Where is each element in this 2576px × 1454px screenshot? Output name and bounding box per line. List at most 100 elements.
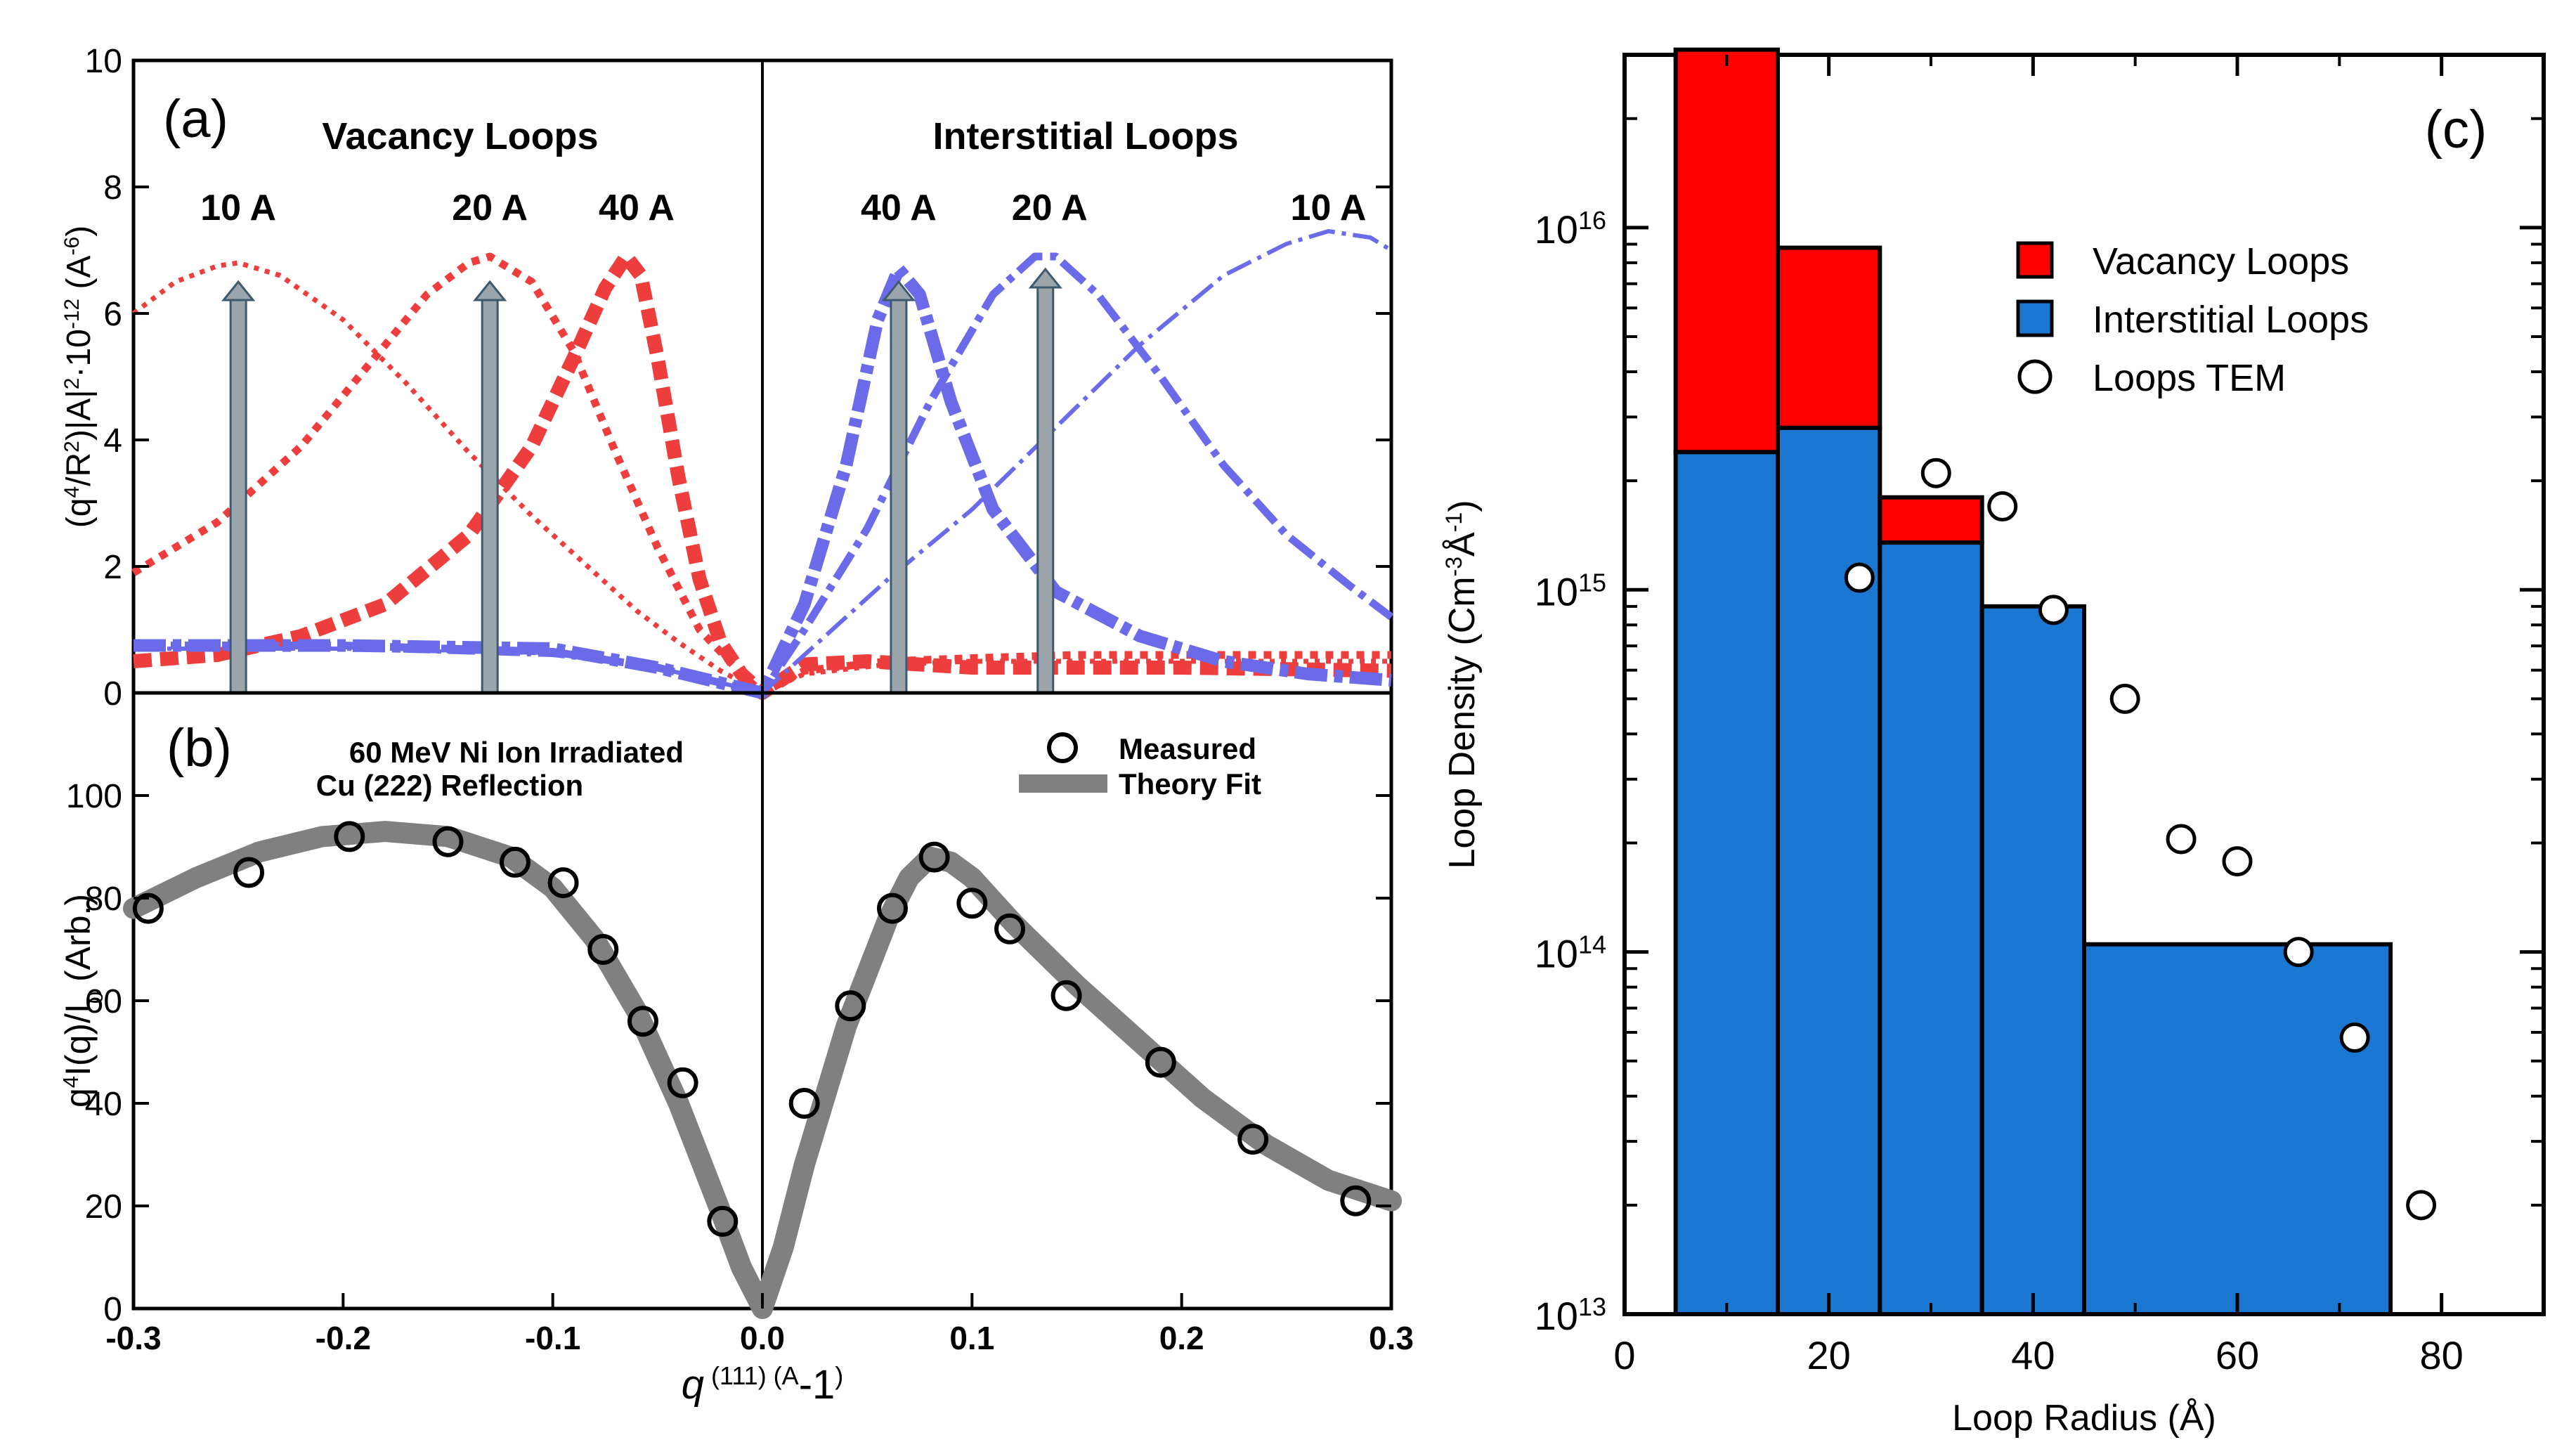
legend-measured-marker (1047, 732, 1078, 763)
panel-a-size-label-4: 20 A (1012, 188, 1088, 228)
panel-c-tem-point-1 (1920, 457, 1951, 488)
panel-a-series-1 (131, 252, 1391, 697)
panel-c-ytick-label-0: 1013 (1535, 1292, 1606, 1339)
label-part: /R (60, 453, 98, 486)
label-part: ·10 (60, 329, 98, 377)
panel-a-yticks: 0 2 4 6 8 10 (85, 43, 1391, 713)
panel-b-measured-point-5 (547, 867, 579, 899)
panel-a-curves (131, 229, 1394, 700)
panel-c-interstitial-bar-2 (1878, 540, 1984, 1317)
panel-b-ylabel: q4I(q)/I0 (Arb.) (58, 894, 108, 1108)
panel-c-legend-label-0: Vacancy Loops (2093, 240, 2349, 283)
label-part: Loop Density (Cm (1442, 576, 1483, 869)
label-part: ) (60, 226, 98, 237)
panel-b-measured-point-18 (1237, 1124, 1269, 1155)
panel-c-xticks: 0 20 40 60 80 (1613, 55, 2464, 1377)
label-part: (A (60, 255, 98, 298)
panel-c-bars (1673, 47, 2393, 1317)
panel-a-arrow-head-0 (221, 280, 256, 301)
panel-c-vacancy-bar-0 (1673, 47, 1781, 455)
panel-a-series-4 (134, 252, 1394, 697)
panel-c-interstitial-bar-1 (1776, 425, 1882, 1317)
ytick-exponent: 15 (1578, 568, 1606, 597)
panel-c-ytick-label-2: 1015 (1535, 568, 1606, 614)
label-part: (q (60, 498, 98, 528)
panel-b-xtick-label-6: 0.3 (1369, 1320, 1414, 1356)
panel-a-ytick-label-3: 6 (103, 296, 122, 333)
ytick-exponent: 16 (1578, 205, 1606, 234)
panel-c-legend: Vacancy Loops Interstitial Loops Loops TEM (2016, 240, 2369, 399)
panel-c-xtick-label-3: 60 (2216, 1333, 2259, 1377)
panel-c-legend-marker-2 (2017, 359, 2053, 394)
panel-a: 0 2 4 6 8 10 (a) Vacancy Loops Interstitial L… (60, 43, 1394, 713)
panel-b-xtick-label-3: 0.0 (740, 1320, 785, 1356)
panel-c-xtick-label-2: 40 (2011, 1333, 2055, 1377)
ytick-exponent: 13 (1578, 1292, 1606, 1321)
panel-b-xtick-label-1: -0.2 (316, 1320, 371, 1356)
panel-c-interstitial-bar-3 (1979, 604, 2087, 1316)
panel-c-tem-point-6 (2222, 846, 2253, 877)
panel-a-arrow-head-2 (881, 280, 916, 301)
panel-c-legend-swatch-1 (2016, 299, 2054, 337)
label-part: Å (1442, 532, 1483, 557)
label-part: 2 (60, 441, 84, 453)
legend-measured-label: Measured (1119, 732, 1256, 765)
panel-c-tem-point-7 (2283, 937, 2314, 968)
panel-a-arrow-shaft-0 (229, 297, 247, 694)
panel-b-measured-point-15 (994, 913, 1026, 945)
panel-c-tem-points (1844, 457, 2437, 1221)
panel-b-measured-point-8 (667, 1067, 698, 1098)
panel-b-measured-point-14 (956, 888, 988, 919)
panel-a-series-0 (131, 260, 1391, 696)
panel-c-tem-point-8 (2339, 1023, 2370, 1053)
ytick-base: 10 (1535, 569, 1578, 614)
panel-c-tem-point-5 (2166, 824, 2197, 855)
ytick-exponent: 14 (1578, 930, 1606, 959)
panel-c-tem-point-4 (2109, 683, 2140, 714)
panel-a-ytick-label-0: 0 (103, 675, 122, 713)
panel-b-xtick-label-0: -0.3 (105, 1320, 161, 1356)
panel-b-annotation-line-1: 60 MeV Ni Ion Irradiated (349, 736, 684, 769)
panel-a-arrow-shaft-2 (890, 297, 908, 694)
panel-a-arrow-head-3 (1028, 267, 1062, 289)
panel-b-xticks: -0.3 -0.2 -0.1 0.0 0.1 0.2 0.3 (105, 1293, 1414, 1356)
panel-b-xtick-label-2: -0.1 (525, 1320, 580, 1356)
panel-a-size-label-2: 40 A (599, 188, 675, 228)
panel-c-legend-label-1: Interstitial Loops (2093, 299, 2369, 341)
panel-b-xtick-label-5: 0.2 (1159, 1320, 1204, 1356)
panel-a-arrow-shaft-3 (1036, 285, 1055, 694)
label-part: 0 (83, 992, 108, 1004)
panel-a-size-label-3: 40 A (861, 188, 937, 228)
panel-a-ylabel: (q4/R2)|A|2·10-12 (A-6) (60, 226, 98, 528)
label-part: q (58, 1088, 98, 1108)
panel-c-tem-point-0 (1844, 562, 1875, 593)
label-part: -12 (60, 299, 84, 329)
panel-a-series-2 (133, 249, 1392, 700)
panel-c-xlabel: Loop Radius (Å) (1952, 1398, 2216, 1439)
panel-b-measured-point-1 (233, 857, 265, 888)
panel-c-interstitial-bar-4 (2082, 942, 2393, 1316)
panel-c-xtick-label-4: 80 (2420, 1333, 2464, 1377)
label-part: )|A| (60, 389, 98, 441)
panel-b-xlabel: q (111) (A-1) (682, 1361, 844, 1408)
label-part: -6 (60, 237, 84, 256)
panel-c-ylabel: Loop Density (Cm-3Å-1) (1441, 500, 1483, 869)
panel-c-xtick-label-0: 0 (1613, 1333, 1635, 1377)
panel-b-annotation-line-2: Cu (222) Reflection (316, 769, 583, 802)
panel-b-theory-fit (123, 821, 1402, 1319)
panel-c-ytick-label-1: 1014 (1535, 930, 1606, 976)
panel-a-size-label-5: 10 A (1291, 188, 1367, 228)
panel-c-interstitial-bar-0 (1673, 450, 1781, 1316)
panel-c-tem-point-9 (2406, 1190, 2437, 1221)
panel-a-title-left: Vacancy Loops (322, 115, 598, 157)
panel-c-vacancy-bar-1 (1776, 245, 1882, 430)
panel-b-measured-point-4 (499, 846, 531, 878)
panel-b-legend: Measured Theory Fit (1019, 732, 1261, 800)
panel-a-label: (a) (163, 89, 228, 149)
label-part: -1 (799, 1362, 835, 1408)
label-part: 4 (60, 486, 84, 498)
panel-b-measured-point-12 (876, 892, 908, 924)
